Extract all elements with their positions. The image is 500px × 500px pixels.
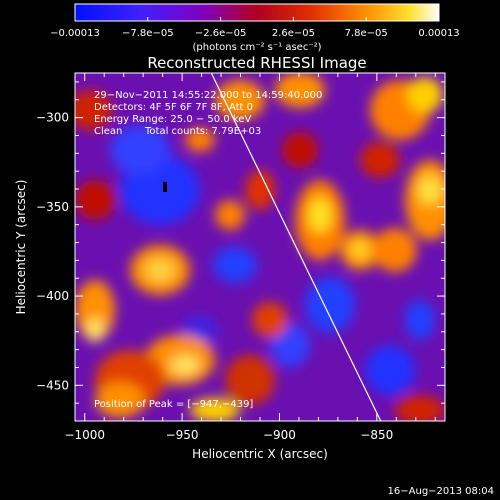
colorbar-tick-label: −0.00013 [50,28,100,39]
x-axis-label: Heliocentric X (arcsec) [192,447,328,461]
footer-date: 16−Aug−2013 08:04 [388,486,494,497]
x-tick-label: −900 [263,428,296,442]
annotation-total-counts: Total counts: 7.79E+03 [144,126,261,137]
x-axis: −1000 −950 −900 −850 [64,73,436,442]
heatmap-blob [275,73,325,108]
chart-title: Reconstructed RHESSI Image [147,54,366,72]
annotation-peak: Position of Peak = [−947,−439] [94,399,253,410]
heatmap-blob [360,142,400,178]
heatmap-blob [110,125,170,175]
colorbar-gradient [74,3,440,22]
heatmap-blob [215,80,265,120]
colorbar-ticks: −0.00013 −7.8e−05 −2.6e−05 2.6e−05 7.8e−05 0.… [50,17,460,39]
heatmap-blob [75,90,112,130]
heatmap-blob [75,280,115,340]
heatmap-blob [405,300,435,340]
heatmap-blob [170,355,200,375]
annotation-time-range: 29−Nov−2011 14:55:22.000 to 14:59:40.000 [94,90,322,101]
heatmap-blob [75,180,115,220]
annotation-energy-range: Energy Range: 25.0 − 50.0 keV [94,114,251,125]
heatmap-blob [185,128,215,152]
heatmap-blob [190,398,240,421]
heatmap-blob [225,355,275,405]
colorbar: −0.00013 −7.8e−05 −2.6e−05 2.6e−05 7.8e−05 0.… [50,3,460,53]
heatmap-blob [95,382,145,418]
heatmap-blob [365,345,415,395]
y-tick-label: −350 [36,200,69,214]
heatmap-blob [282,132,318,168]
x-tick-label: −1000 [64,428,105,442]
colorbar-tick-label: −2.6e−05 [195,28,247,39]
y-tick-label: −300 [36,111,69,125]
colorbar-tick-label: 7.8e−05 [345,28,388,39]
heatmap-blob [145,258,175,282]
colorbar-units-label: (photons cm⁻² s⁻¹ asec⁻²) [192,42,321,53]
colorbar-tick-label: 0.00013 [418,28,459,39]
heatmap-blob [373,228,417,272]
annotation-detectors: Detectors: 4F 5F 6F 7F 8F, Att 0 [94,102,253,113]
heatmap-area [75,73,445,421]
heatmap-blob [252,302,288,338]
heatmap-blob [213,247,257,283]
heatmap-blob [215,200,245,230]
heatmap-blob [308,197,332,233]
y-tick-label: −450 [36,378,69,392]
heatmap-blob [418,175,442,205]
y-axis: −450 −400 −350 −300 [36,81,445,404]
annotations: 29−Nov−2011 14:55:22.000 to 14:59:40.000… [94,90,322,410]
y-axis-label: Heliocentric Y (arcsec) [14,180,28,315]
solar-limb-line [210,73,382,421]
x-tick-label: −950 [166,428,199,442]
colorbar-tick-label: 2.6e−05 [272,28,315,39]
y-tick-label: −400 [36,289,69,303]
heatmap-blob [395,395,445,421]
heatmap-blob [85,318,105,342]
heatmap-blob [350,240,370,260]
annotation-algorithm: Clean [94,126,122,137]
x-tick-label: −850 [360,428,393,442]
peak-marker [163,182,167,192]
heatmap-blob [245,170,275,210]
colorbar-tick-label: −7.8e−05 [122,28,174,39]
heatmap-blob [407,77,443,113]
heatmap-blob [305,277,355,333]
